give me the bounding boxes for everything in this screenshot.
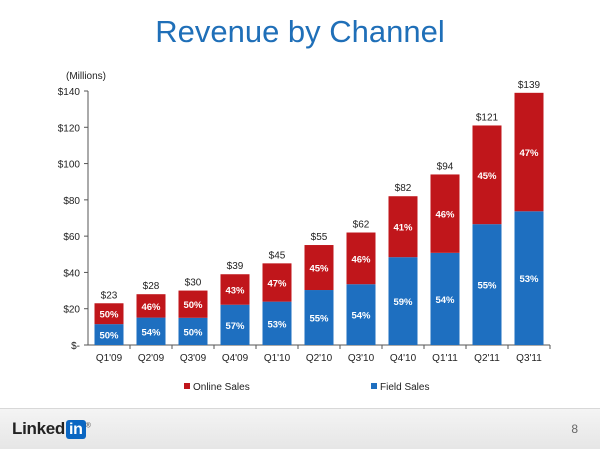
bar-online-sales [220,274,250,305]
total-label: $121 [476,112,499,123]
bar-online-sales [304,245,334,291]
x-tick-label: Q2'10 [306,353,333,364]
online-percent-label: 47% [519,148,539,159]
x-tick-label: Q2'11 [474,353,500,364]
linkedin-logo: Linked in ® [12,419,91,439]
bar-field-sales [388,257,418,345]
bar-field-sales [220,304,250,345]
y-tick-label: $80 [63,196,80,207]
x-tick-label: Q3'11 [516,353,542,364]
field-percent-label: 53% [267,319,287,330]
online-percent-label: 50% [99,310,119,321]
total-label: $94 [437,161,454,172]
field-percent-label: 54% [351,311,371,322]
y-tick-label: $40 [63,268,80,279]
total-label: $55 [311,232,328,243]
bar-field-sales [178,317,208,345]
field-percent-label: 55% [477,281,497,292]
y-tick-label: $100 [58,160,81,171]
bar-online-sales [388,196,418,258]
legend-label-online-sales: Online Sales [193,382,250,393]
bar-online-sales [514,92,544,212]
total-label: $82 [395,183,412,194]
legend-swatch-online-sales [184,383,190,389]
bar-online-sales [472,125,502,225]
bar-field-sales [94,324,124,345]
revenue-chart: (Millions) $- $20 $40 $60 $80 $100 $120 $140 50% 5… [58,71,551,393]
footer-bar: Linked in ® 8 [0,408,600,449]
y-tick-label: $140 [58,87,81,98]
logo-in-badge: in [66,420,86,439]
logo-registered-mark: ® [85,422,91,430]
y-tick-label: $120 [58,123,81,134]
x-tick-label: Q1'09 [96,353,123,364]
field-percent-label: 59% [393,297,413,308]
field-percent-label: 53% [519,274,539,285]
total-label: $23 [101,290,118,301]
field-percent-label: 55% [309,314,329,325]
field-percent-label: 50% [183,327,203,338]
x-tick-label: Q2'09 [138,353,165,364]
x-tick-label: Q4'09 [222,353,249,364]
bar-field-sales [472,224,502,345]
online-percent-label: 46% [435,210,455,221]
bar-field-sales [514,211,544,345]
y-tick-label: $20 [63,305,80,316]
field-percent-label: 57% [225,321,245,332]
total-label: $39 [227,261,244,272]
total-label: $62 [353,220,370,231]
bar-field-sales [346,284,376,345]
total-label: $45 [269,250,286,261]
legend-label-field-sales: Field Sales [380,382,429,393]
bar-online-sales [136,294,166,318]
y-tick-label: $- [71,341,80,352]
field-percent-label: 54% [435,295,455,306]
total-label: $139 [518,80,541,91]
online-percent-label: 43% [225,285,245,296]
total-label: $30 [185,278,202,289]
total-label: $28 [143,281,160,292]
online-percent-label: 46% [141,302,161,313]
online-percent-label: 41% [393,223,413,234]
bar-online-sales [94,303,124,325]
online-percent-label: 46% [351,254,371,265]
page-number: 8 [571,422,578,436]
bar-field-sales [304,290,334,345]
online-percent-label: 45% [309,264,329,275]
bar-field-sales [430,252,460,345]
y-tick-label: $60 [63,232,80,243]
legend-swatch-field-sales [371,383,377,389]
bar-field-sales [262,301,292,345]
bar-online-sales [346,232,376,285]
logo-text: Linked [12,419,65,438]
field-percent-label: 50% [99,331,119,342]
chart-title: Revenue by Channel [155,14,445,49]
x-tick-label: Q3'09 [180,353,207,364]
x-tick-label: Q3'10 [348,353,375,364]
x-tick-label: Q4'10 [390,353,417,364]
online-percent-label: 47% [267,278,287,289]
bar-online-sales [262,263,292,302]
bar-field-sales [136,317,166,345]
field-percent-label: 54% [141,327,161,338]
bar-online-sales [430,174,460,253]
x-tick-label: Q1'11 [432,353,458,364]
online-percent-label: 45% [477,171,497,182]
bar-online-sales [178,290,208,318]
online-percent-label: 50% [183,300,203,311]
x-tick-label: Q1'10 [264,353,291,364]
y-unit-label: (Millions) [66,71,106,82]
